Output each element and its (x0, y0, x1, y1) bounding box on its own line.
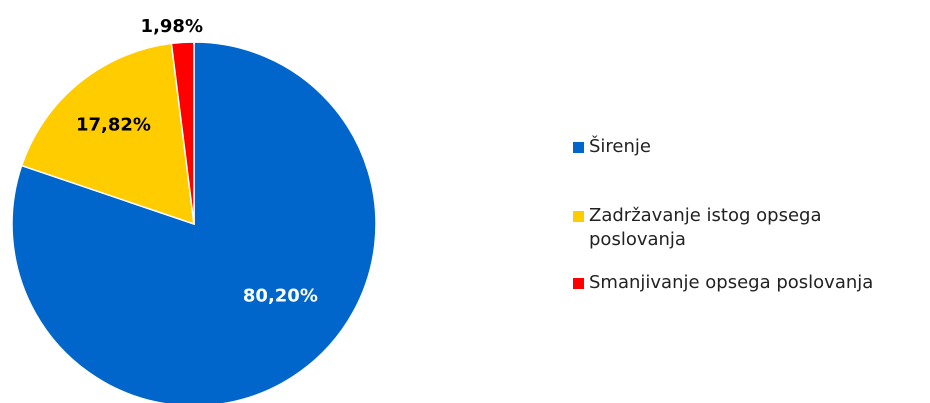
legend-label: Širenje (589, 136, 651, 157)
legend-item: Zadržavanje istog opsega poslovanja (573, 204, 923, 252)
legend-label: Smanjivanje opsega poslovanja (589, 272, 874, 293)
pie-slice (20, 42, 195, 226)
legend-item: Smanjivanje opsega poslovanja (573, 271, 923, 295)
pie-slice (11, 41, 377, 403)
data-label: 17,82% (76, 114, 151, 135)
legend-swatch (573, 278, 584, 289)
legend-label: Zadržavanje istog opsega poslovanja (589, 205, 822, 250)
pie-area: 80,20% 17,82% 1,98% (11, 16, 377, 403)
legend-item: Širenje (573, 135, 923, 159)
legend-swatch (573, 142, 584, 153)
pie-slice (170, 41, 195, 225)
data-label: 80,20% (243, 286, 318, 307)
data-label: 1,98% (141, 16, 203, 37)
legend-swatch (573, 211, 584, 222)
